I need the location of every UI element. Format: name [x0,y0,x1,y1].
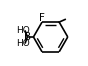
Text: HO: HO [16,26,30,35]
Text: F: F [39,13,45,23]
Text: HO: HO [16,39,30,48]
Text: B: B [24,32,31,42]
